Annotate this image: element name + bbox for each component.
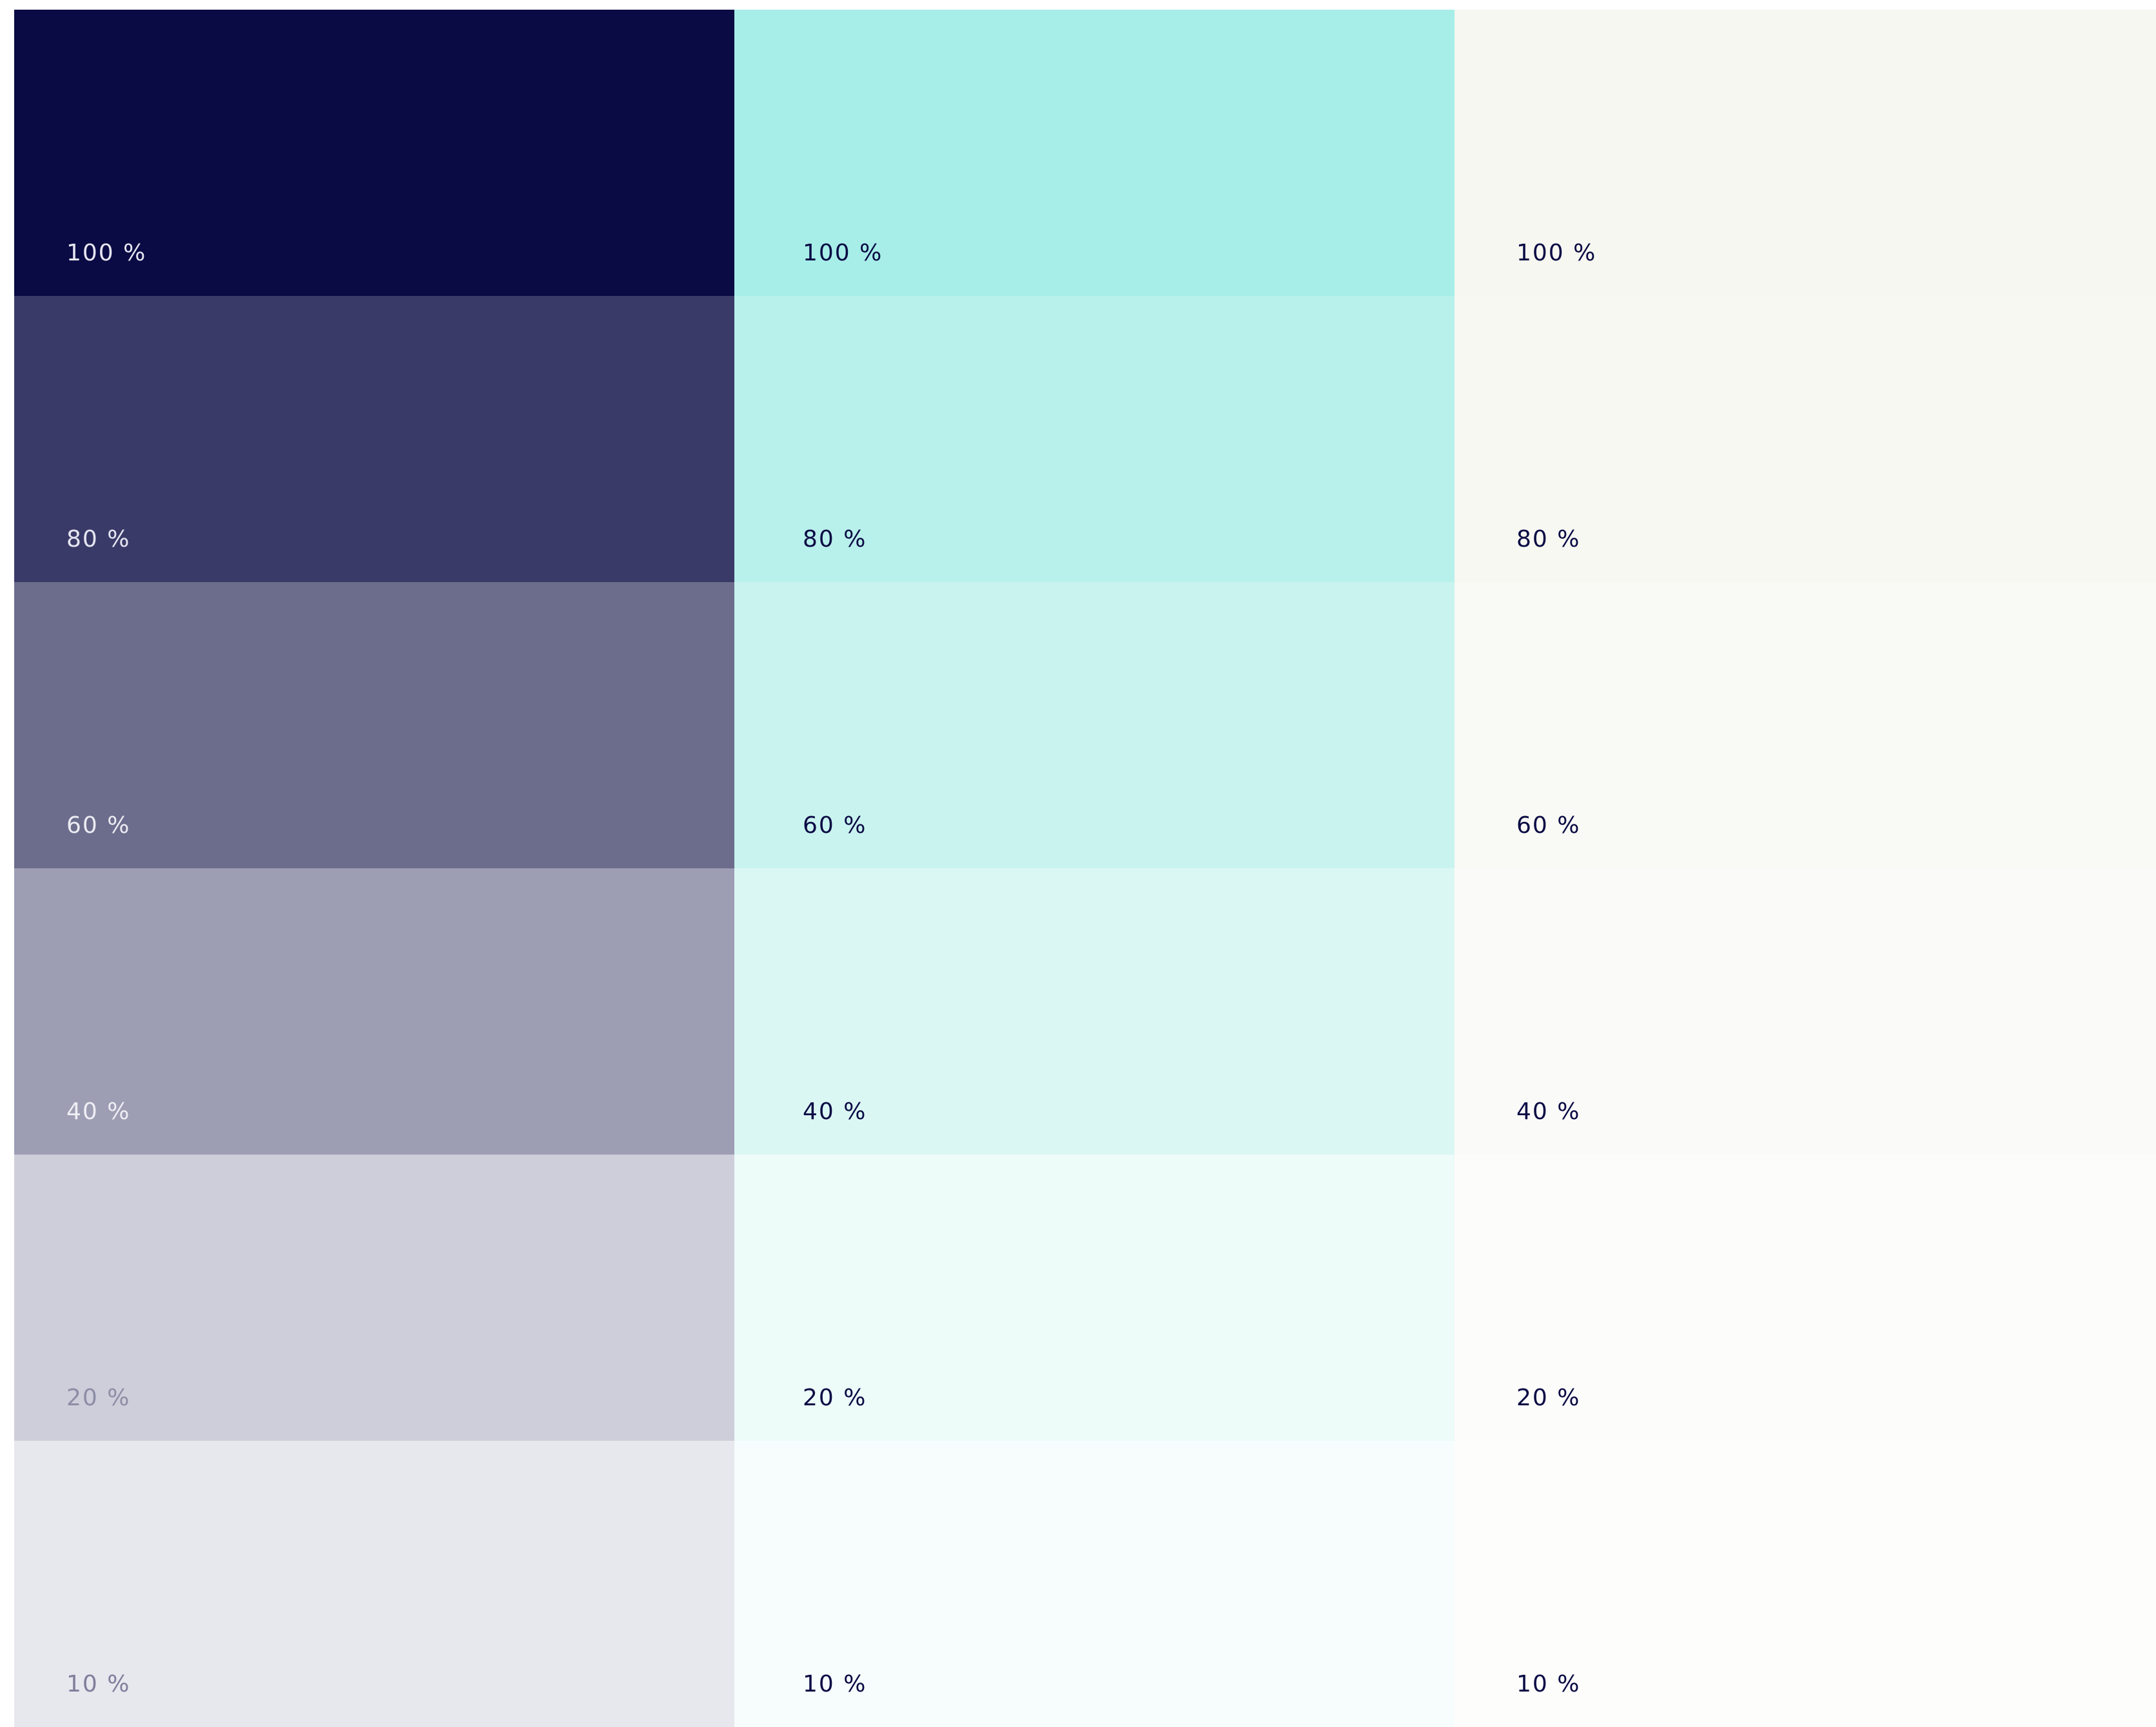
swatch-label: 10 % — [1516, 1671, 1581, 1697]
swatch-label: 80 % — [66, 526, 131, 552]
swatch-label: 20 % — [66, 1385, 131, 1411]
swatch-offwhite-10: 10 % — [1455, 1441, 2156, 1727]
swatch-aqua-40: 40 % — [734, 868, 1455, 1155]
swatch-aqua-20: 20 % — [734, 1155, 1455, 1441]
swatch-navy-100: 100 % — [14, 10, 734, 296]
swatch-offwhite-40: 40 % — [1455, 868, 2156, 1155]
swatch-label: 10 % — [66, 1671, 131, 1697]
swatch-label: 60 % — [803, 812, 867, 839]
swatch-navy-60: 60 % — [14, 582, 734, 868]
palette-column-offwhite: 100 % 80 % 60 % 40 % 20 % 10 % — [1455, 10, 2156, 1727]
swatch-offwhite-20: 20 % — [1455, 1155, 2156, 1441]
swatch-offwhite-60: 60 % — [1455, 582, 2156, 868]
swatch-label: 20 % — [803, 1385, 867, 1411]
swatch-label: 80 % — [803, 526, 867, 552]
swatch-label: 20 % — [1516, 1385, 1581, 1411]
swatch-label: 80 % — [1516, 526, 1581, 552]
palette-column-navy: 100 % 80 % 60 % 40 % 20 % 10 % — [14, 10, 734, 1727]
swatch-navy-10: 10 % — [14, 1441, 734, 1727]
palette-column-aqua: 100 % 80 % 60 % 40 % 20 % 10 % — [734, 10, 1455, 1727]
swatch-aqua-60: 60 % — [734, 582, 1455, 868]
swatch-aqua-10: 10 % — [734, 1441, 1455, 1727]
swatch-offwhite-80: 80 % — [1455, 296, 2156, 582]
swatch-label: 60 % — [66, 812, 131, 839]
swatch-aqua-80: 80 % — [734, 296, 1455, 582]
swatch-navy-80: 80 % — [14, 296, 734, 582]
swatch-aqua-100: 100 % — [734, 10, 1455, 296]
swatch-label: 60 % — [1516, 812, 1581, 839]
swatch-navy-20: 20 % — [14, 1155, 734, 1441]
swatch-label: 100 % — [803, 240, 883, 266]
swatch-label: 40 % — [1516, 1098, 1581, 1125]
swatch-label: 100 % — [66, 240, 147, 266]
swatch-label: 40 % — [803, 1098, 867, 1125]
swatch-label: 10 % — [803, 1671, 867, 1697]
swatch-label: 100 % — [1516, 240, 1597, 266]
swatch-navy-40: 40 % — [14, 868, 734, 1155]
swatch-offwhite-100: 100 % — [1455, 10, 2156, 296]
swatch-label: 40 % — [66, 1098, 131, 1125]
color-palette: 100 % 80 % 60 % 40 % 20 % 10 % 100 % 80 … — [14, 10, 2156, 1727]
